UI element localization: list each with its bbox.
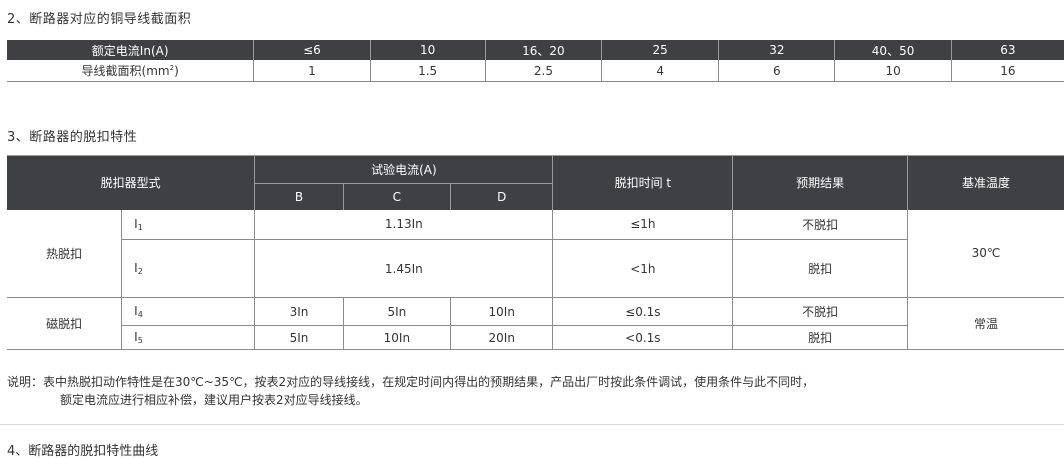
- expected-result-value: 脱扣: [732, 239, 908, 298]
- header-cell: 16、20: [484, 40, 602, 60]
- current-symbol: I4: [121, 297, 255, 326]
- test-current-b: 5In: [254, 325, 344, 350]
- section-2-title: 2、断路器对应的铜导线截面积: [7, 12, 192, 27]
- table-cell: 1.5: [369, 60, 486, 82]
- reference-temp-value: 30℃: [906, 209, 1064, 298]
- table-cell: 16: [950, 60, 1064, 82]
- header-trip-time: 脱扣时间 t: [552, 155, 733, 210]
- header-cell: ≤6: [253, 40, 371, 60]
- header-cell: 40、50: [834, 40, 952, 60]
- header-test-current: 试验电流(A): [254, 155, 553, 184]
- trip-characteristics-table: 脱扣器型式 试验电流(A) 脱扣时间 t 预期结果 基准温度 B C D 热脱扣…: [7, 155, 1064, 350]
- note-text: 说明：表中热脱扣动作特性是在30℃~35℃，按表2对应的导线接线，在规定时间内得…: [7, 373, 814, 409]
- header-c: C: [342, 183, 451, 210]
- test-current-d: 10In: [450, 297, 553, 326]
- expected-result-value: 不脱扣: [732, 209, 908, 240]
- reference-temp-value: 常温: [906, 297, 1064, 350]
- section-3-title: 3、断路器的脱扣特性: [7, 130, 138, 145]
- header-b: B: [254, 183, 344, 210]
- table-cell: 6: [718, 60, 835, 82]
- header-cell: 63: [950, 40, 1064, 60]
- header-cell: 32: [718, 40, 835, 60]
- test-current-value: 1.45In: [254, 239, 553, 298]
- header-d: D: [450, 183, 553, 210]
- header-expected-result: 预期结果: [732, 155, 908, 210]
- wire-section-table: 额定电流In(A) ≤6 10 16、20 25 32 40、50 63 导线截…: [7, 40, 1064, 82]
- header-rated-current: 额定电流In(A): [7, 40, 254, 60]
- expected-result-value: 脱扣: [732, 325, 908, 350]
- header-cell: 10: [369, 40, 486, 60]
- table-row: 导线截面积(mm2) 1 1.5 2.5 4 6 10 16: [7, 60, 1064, 82]
- section-4-title: 4、断路器的脱扣特性曲线: [7, 444, 159, 459]
- expected-result-value: 不脱扣: [732, 297, 908, 326]
- table-header-row: B C D: [7, 183, 1064, 210]
- table-row: 磁脱扣 I4 3In 5In 10In ≤0.1s 不脱扣 常温: [7, 297, 1064, 350]
- trip-time-value: ≤1h: [552, 209, 733, 240]
- table-row: I2 1.45In <1h 脱扣: [7, 239, 1064, 298]
- test-current-d: 20In: [450, 325, 553, 350]
- trip-time-value: <0.1s: [552, 325, 733, 350]
- trip-time-value: <1h: [552, 239, 733, 298]
- table-header-row: 脱扣器型式 试验电流(A) 脱扣时间 t 预期结果 基准温度: [7, 155, 1064, 210]
- test-current-c: 10In: [342, 325, 451, 350]
- table-cell: 2.5: [484, 60, 602, 82]
- table-cell: 1: [253, 60, 371, 82]
- row-label-wire-section: 导线截面积(mm2): [7, 60, 254, 82]
- magnetic-trip-label: 磁脱扣: [7, 297, 122, 350]
- test-current-value: 1.13In: [254, 209, 553, 240]
- table-row: I5 5In 10In 20In <0.1s 脱扣: [7, 325, 1064, 350]
- divider: [0, 424, 1064, 425]
- table-row: 热脱扣 I1 1.13In ≤1h 不脱扣 30℃: [7, 209, 1064, 298]
- thermal-trip-label: 热脱扣: [7, 209, 122, 298]
- table-cell: 10: [834, 60, 952, 82]
- note-line-2: 额定电流应进行相应补偿，建议用户按表2对应导线接线。: [60, 393, 368, 407]
- table-cell: 4: [601, 60, 719, 82]
- current-symbol: I5: [121, 325, 255, 350]
- current-symbol: I2: [121, 239, 255, 298]
- header-trip-type: 脱扣器型式: [7, 155, 255, 210]
- trip-time-value: ≤0.1s: [552, 297, 733, 326]
- header-cell: 25: [601, 40, 719, 60]
- current-symbol: I1: [121, 209, 255, 240]
- test-current-b: 3In: [254, 297, 344, 326]
- table-header-row: 额定电流In(A) ≤6 10 16、20 25 32 40、50 63: [7, 40, 1064, 60]
- header-reference-temp: 基准温度: [906, 155, 1064, 210]
- note-line-1: 说明：表中热脱扣动作特性是在30℃~35℃，按表2对应的导线接线，在规定时间内得…: [7, 375, 815, 389]
- test-current-c: 5In: [342, 297, 451, 326]
